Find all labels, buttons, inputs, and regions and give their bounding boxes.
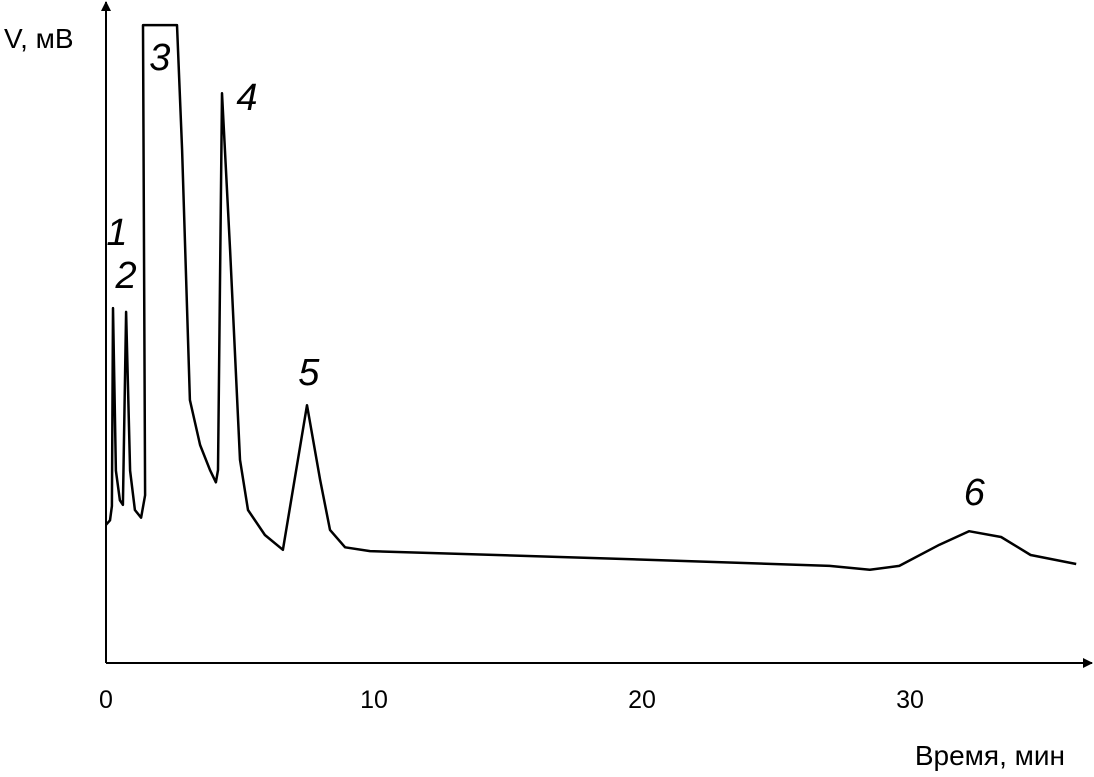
- x-axis-title: Время, мин: [915, 740, 1065, 771]
- peak-label: 3: [149, 37, 170, 79]
- peak-label: 2: [115, 255, 137, 297]
- x-tick-label: 10: [360, 686, 388, 714]
- x-tick-label: 20: [628, 686, 656, 714]
- chromatogram-line: [105, 23, 1077, 572]
- x-tick-label: 0: [99, 686, 113, 714]
- peak-label: 1: [106, 212, 127, 254]
- y-axis-title: V, мВ: [4, 23, 74, 54]
- peak-label: 4: [236, 77, 257, 119]
- x-tick-label: 30: [896, 686, 924, 714]
- peak-label: 5: [298, 352, 320, 394]
- peak-label: 6: [964, 472, 986, 514]
